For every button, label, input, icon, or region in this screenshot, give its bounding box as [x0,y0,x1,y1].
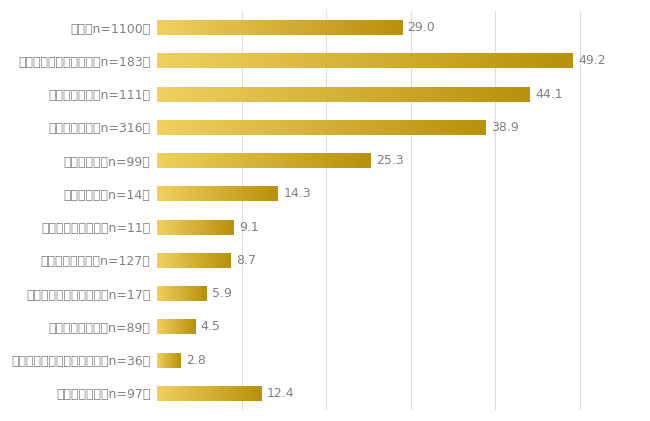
Text: 29.0: 29.0 [408,21,435,34]
Text: 4.5: 4.5 [200,320,220,333]
Text: 38.9: 38.9 [491,121,519,134]
Text: 2.8: 2.8 [186,354,206,367]
Text: 14.3: 14.3 [283,187,311,200]
Text: 8.7: 8.7 [236,254,256,267]
Text: 9.1: 9.1 [239,221,259,234]
Text: 44.1: 44.1 [535,88,563,101]
Text: 5.9: 5.9 [212,287,232,300]
Text: 49.2: 49.2 [578,54,606,67]
Text: 12.4: 12.4 [267,387,294,400]
Text: 25.3: 25.3 [376,154,404,167]
